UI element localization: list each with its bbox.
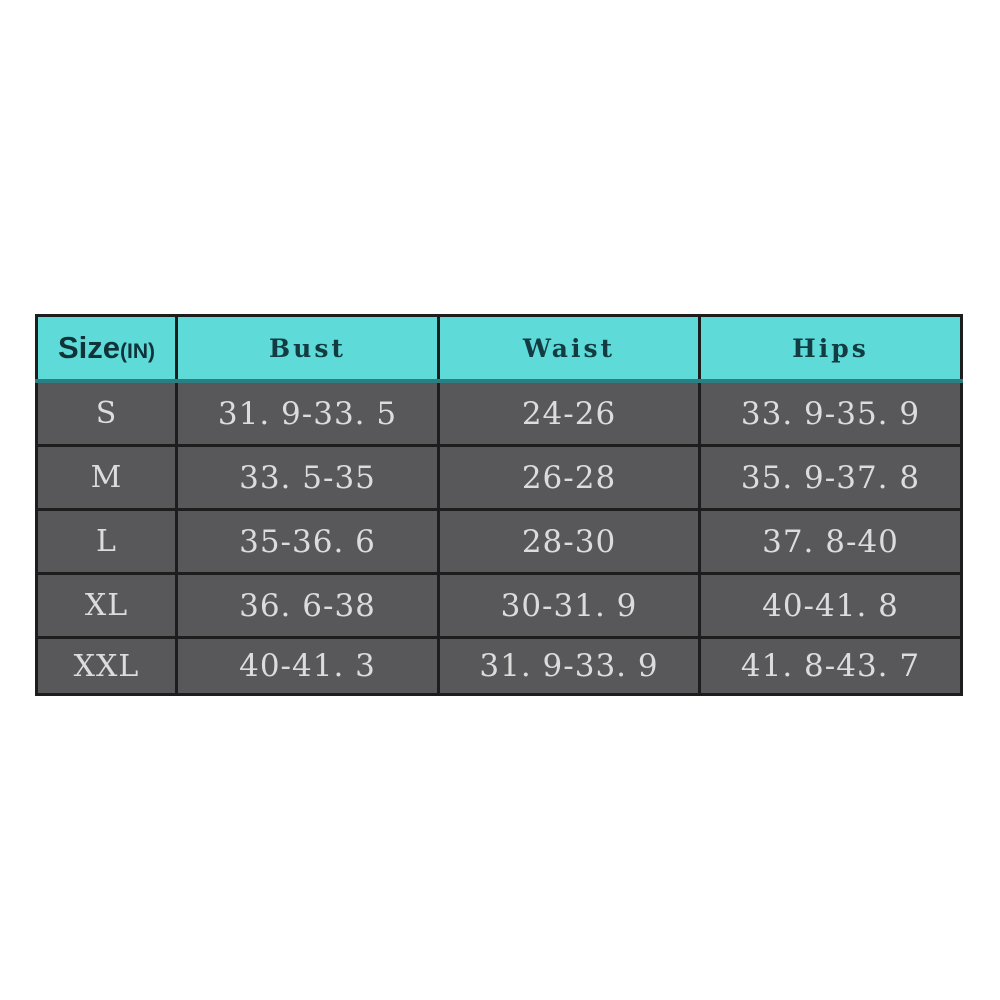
size-cell: L bbox=[35, 508, 178, 575]
hips-cell: 37. 8-40 bbox=[698, 508, 963, 575]
hips-cell: 35. 9-37. 8 bbox=[698, 444, 963, 511]
size-cell: XXL bbox=[35, 636, 178, 696]
size-label: Size bbox=[57, 330, 121, 365]
table-row-l: L 35-36. 6 28-30 37. 8-40 bbox=[35, 508, 963, 575]
bust-cell: 31. 9-33. 5 bbox=[175, 379, 440, 447]
size-cell: M bbox=[35, 444, 178, 511]
header-cell-bust: Bust bbox=[175, 314, 440, 383]
waist-cell: 30-31. 9 bbox=[437, 572, 701, 639]
header-cell-size: Size(IN) bbox=[35, 314, 178, 383]
waist-cell: 31. 9-33. 9 bbox=[437, 636, 701, 696]
header-row: Size(IN) Bust Waist Hips bbox=[35, 314, 963, 383]
size-chart-table: Size(IN) Bust Waist Hips S 31. 9-33. 5 2… bbox=[35, 314, 963, 696]
bust-cell: 33. 5-35 bbox=[175, 444, 440, 511]
table-row-m: M 33. 5-35 26-28 35. 9-37. 8 bbox=[35, 444, 963, 511]
waist-cell: 28-30 bbox=[437, 508, 701, 575]
waist-cell: 24-26 bbox=[437, 379, 701, 447]
hips-cell: 40-41. 8 bbox=[698, 572, 963, 639]
hips-cell: 33. 9-35. 9 bbox=[698, 379, 963, 447]
waist-cell: 26-28 bbox=[437, 444, 701, 511]
bust-cell: 35-36. 6 bbox=[175, 508, 440, 575]
table-row-xxl: XXL 40-41. 3 31. 9-33. 9 41. 8-43. 7 bbox=[35, 636, 963, 696]
hips-cell: 41. 8-43. 7 bbox=[698, 636, 963, 696]
header-cell-waist: Waist bbox=[437, 314, 701, 383]
header-cell-hips: Hips bbox=[698, 314, 963, 383]
bust-cell: 36. 6-38 bbox=[175, 572, 440, 639]
size-cell: XL bbox=[35, 572, 178, 639]
size-unit-label: (IN) bbox=[120, 340, 156, 363]
table-row-xl: XL 36. 6-38 30-31. 9 40-41. 8 bbox=[35, 572, 963, 639]
bust-cell: 40-41. 3 bbox=[175, 636, 440, 696]
size-cell: S bbox=[35, 379, 178, 447]
table-row-s: S 31. 9-33. 5 24-26 33. 9-35. 9 bbox=[35, 379, 963, 447]
